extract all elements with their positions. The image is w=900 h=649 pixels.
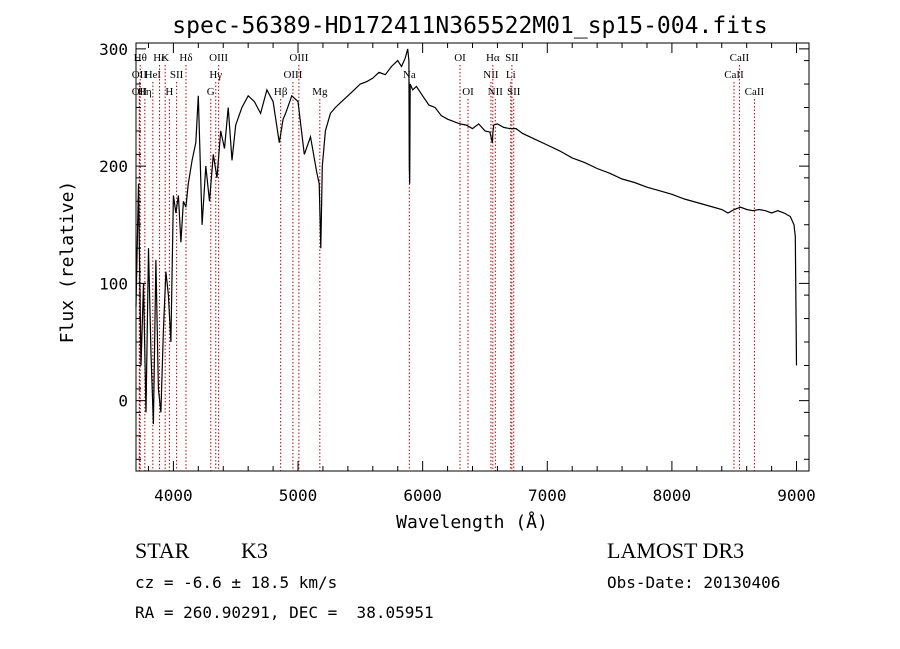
y-tick-label: 300 (99, 40, 128, 59)
survey-name: LAMOST DR3 (607, 538, 745, 563)
redshift-readout: cz = -6.6 ± 18.5 km/s (135, 573, 338, 592)
observation-date: Obs-Date: 20130406 (607, 573, 781, 592)
spectral-line-markers: HθOIIOIIHηHeIHεKHSIIHδGHγOIIIHβOIIIOIIIM… (132, 52, 765, 471)
line-marker-label: Li (506, 69, 516, 81)
line-marker-label: Hβ (274, 86, 288, 98)
object-class: STAR (135, 538, 190, 563)
y-axis: 0 100 200 300 (99, 40, 809, 460)
x-tick-label: 5000 (279, 486, 318, 505)
chart-title: spec-56389-HD172411N365522M01_sp15-004.f… (172, 13, 767, 39)
line-marker-label: NII (483, 69, 499, 81)
line-marker-label: Mg (312, 86, 328, 98)
y-tick-label: 100 (99, 274, 128, 293)
line-marker-label: NII (488, 86, 504, 98)
coordinates-readout: RA = 260.90291, DEC = 38.05951 (135, 603, 434, 622)
line-marker-label: OIII (283, 69, 302, 81)
x-tick-label: 8000 (653, 486, 692, 505)
line-marker-label: HeI (145, 69, 162, 81)
line-marker-label: OI (462, 86, 474, 98)
line-marker-label: Hδ (179, 52, 192, 64)
x-tick-label: 9000 (777, 486, 816, 505)
x-tick-label: 4000 (154, 486, 193, 505)
line-marker-label: OI (454, 52, 466, 64)
line-marker-label: CaII (730, 52, 750, 64)
spectrum-line (135, 48, 798, 425)
plot-frame (135, 42, 810, 472)
line-marker-label: K (161, 52, 169, 64)
object-subclass: K3 (241, 538, 268, 563)
line-marker-label: Hγ (209, 69, 222, 81)
x-axis-label: Wavelength (Å) (396, 511, 548, 533)
y-tick-label: 0 (118, 392, 128, 411)
line-marker-label: Hη (138, 86, 152, 98)
line-marker-label: OIII (289, 52, 308, 64)
line-marker-label: G (207, 86, 215, 98)
line-marker-label: OIII (209, 52, 228, 64)
line-marker-label: SII (170, 69, 184, 81)
line-marker-label: Hε (153, 52, 166, 64)
line-marker-label: SII (507, 86, 521, 98)
line-marker-label: Hα (486, 52, 500, 64)
line-marker-label: SII (505, 52, 519, 64)
y-tick-label: 200 (99, 157, 128, 176)
line-marker-label: CaII (724, 69, 744, 81)
y-axis-label: Flux (relative) (57, 181, 78, 344)
line-marker-label: CaII (745, 86, 765, 98)
x-axis: 4000 5000 6000 7000 8000 9000 (147, 43, 816, 505)
line-marker-label: H (165, 86, 173, 98)
x-tick-label: 6000 (403, 486, 442, 505)
x-tick-label: 7000 (528, 486, 567, 505)
